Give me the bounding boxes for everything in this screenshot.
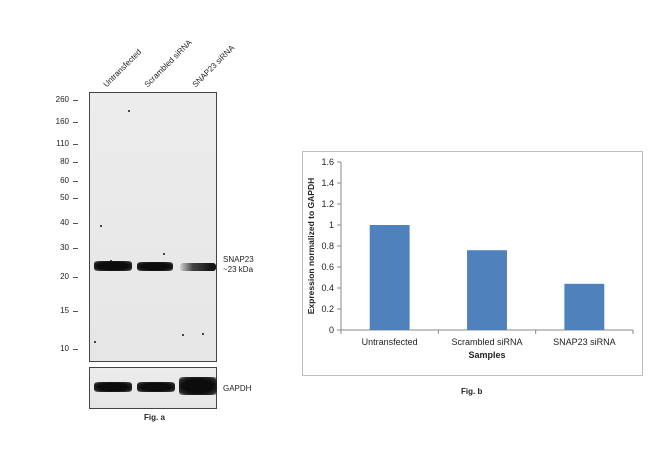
bar [564,283,605,330]
speck [128,110,130,112]
mw-tick [73,100,78,101]
figure-a-caption: Fig. a [144,413,165,422]
y-tick-label: 1.2 [321,199,334,209]
band-gapdh-scrambled [137,382,175,392]
band-scrambled [137,262,173,271]
control-protein-label: GAPDH [223,384,252,393]
mw-tick [73,181,78,182]
mw-marker-40: 40 [60,218,69,227]
mw-marker-110: 110 [56,139,69,148]
target-size: ~23 kDa [223,265,254,274]
y-axis-title: Expression normalized to GAPDH [306,178,316,315]
x-tick-label: Untransfected [362,337,418,347]
bar-chart: 0 0.2 0.4 0.6 0.8 1 1.2 1.4 1.6 Untransfected Scra… [306,157,634,360]
mw-marker-80: 80 [60,157,69,166]
mw-marker-50: 50 [60,193,69,202]
y-tick-label: 0.8 [321,241,334,251]
band-gapdh-untransfected [94,382,132,392]
target-name: SNAP23 [223,255,254,264]
mw-tick [73,223,78,224]
speck [94,341,96,343]
mw-marker-20: 20 [60,272,69,281]
figure-b-caption: Fig. b [461,387,483,396]
speck [182,334,184,336]
mw-tick [73,311,78,312]
lane-label-untransfected: Untransfected [101,47,144,89]
mw-marker-60: 60 [60,176,69,185]
x-tick-label: Scrambled siRNA [451,337,522,347]
y-tick-label: 1 [329,220,334,230]
bar [467,250,507,330]
lane-label-snap23-sirna: SNAP23 siRNA [190,43,237,89]
mw-marker-15: 15 [60,306,69,315]
target-protein-label: SNAP23 ~23 kDa [223,255,254,275]
mw-tick [73,349,78,350]
lane-label-scrambled: Scrambled siRNA [142,37,194,89]
x-tick-label: SNAP23 siRNA [553,337,616,347]
y-tick-label: 1.4 [321,178,334,188]
mw-tick [73,277,78,278]
mw-tick [73,122,78,123]
blot-panel-gapdh [89,367,217,409]
y-tick-label: 0.6 [321,262,334,272]
y-tick-label: 1.6 [321,157,334,167]
speck [110,260,112,262]
speck [163,253,165,255]
x-axis-title: Samples [468,350,505,360]
mw-marker-10: 10 [60,344,69,353]
bar-chart-frame: 0 0.2 0.4 0.6 0.8 1 1.2 1.4 1.6 Untransfected Scra… [302,151,643,376]
y-tick-label: 0.4 [321,283,334,293]
band-gapdh-snap23-sirna [179,377,217,395]
y-tick-label: 0 [329,325,334,335]
band-untransfected [94,261,132,271]
y-tick-label: 0.2 [321,304,334,314]
mw-tick [73,198,78,199]
mw-marker-260: 260 [55,95,69,104]
blot-panel-snap23 [89,92,217,362]
speck [100,225,102,227]
speck [202,333,204,335]
mw-marker-30: 30 [60,243,69,252]
mw-tick [73,162,78,163]
mw-marker-160: 160 [55,117,69,126]
mw-tick [73,144,78,145]
bar [369,225,410,330]
mw-tick [73,248,78,249]
band-snap23-sirna [180,263,216,271]
